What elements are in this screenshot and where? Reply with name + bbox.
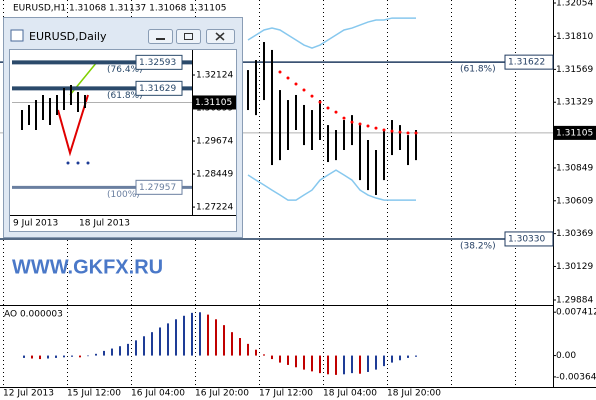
window-title: EURUSD,Daily — [29, 30, 107, 43]
y-tick-label: 1.30369 — [556, 229, 593, 239]
level-box — [135, 80, 183, 96]
level-label: (38.2%) — [460, 241, 496, 251]
inset-plot-area — [9, 49, 237, 232]
x-tick-label: 16 Jul 04:00 — [131, 389, 185, 399]
y-tick-label: 1.30609 — [556, 196, 593, 206]
x-tick-label: 12 Jul 2013 — [3, 389, 54, 399]
ma-dot — [302, 88, 306, 92]
level-box — [504, 54, 554, 70]
y-tick-label: 1.29884 — [556, 295, 593, 305]
marker-dot — [66, 161, 70, 165]
y-tick-label: 1.31810 — [556, 32, 593, 42]
marker-dot — [86, 161, 90, 165]
y-tick-label: 1.28449 — [196, 170, 233, 180]
x-tick-label: 18 Jul 2013 — [79, 219, 130, 229]
y-tick-label: 0.00 — [556, 351, 576, 361]
level-value: 1.32593 — [139, 58, 176, 68]
level-box — [504, 231, 554, 247]
current-price-box — [554, 125, 596, 140]
ma-dot — [366, 124, 370, 128]
watermark: WWW.GKFX.RU — [12, 256, 163, 278]
level-value: 1.30330 — [508, 234, 545, 244]
x-tick-label: 18 Jul 04:00 — [323, 389, 377, 399]
window-icon — [10, 29, 24, 42]
level-value: 1.27957 — [139, 183, 176, 193]
x-tick-label: 15 Jul 12:00 — [67, 389, 121, 399]
ma-dot — [414, 131, 418, 135]
current-price-box — [193, 95, 236, 110]
x-tick-label: 9 Jul 2013 — [13, 219, 58, 229]
ma-dot — [334, 110, 338, 114]
ma-dot — [318, 100, 322, 104]
ma-dot — [350, 120, 354, 124]
x-tick-label: 17 Jul 12:00 — [259, 389, 313, 399]
current-price-label: 1.31105 — [556, 128, 593, 138]
upper-band — [247, 17, 416, 49]
level-value: 1.31622 — [508, 58, 545, 68]
ma-dot — [286, 76, 290, 80]
ma-dot — [294, 82, 298, 86]
x-tick-label: 18 Jul 20:00 — [387, 389, 441, 399]
y-tick-label: 0.007412 — [556, 308, 596, 318]
maximize-button[interactable] — [176, 29, 201, 44]
ma-dot — [374, 126, 378, 130]
y-tick-label: 1.30849 — [556, 163, 593, 173]
indicator-title: AO 0.000003 — [4, 310, 63, 320]
current-price-label: 1.31105 — [195, 98, 232, 108]
ma-dot — [278, 70, 282, 74]
ma-dot — [310, 94, 314, 98]
x-tick-label: 16 Jul 20:00 — [195, 389, 249, 399]
y-tick-label: -0.003645 — [556, 372, 596, 382]
y-tick-label: 1.32124 — [196, 70, 233, 80]
close-glyph — [215, 32, 225, 41]
lower-band — [247, 169, 416, 201]
ma-dot — [326, 106, 330, 110]
y-tick-label: 1.31329 — [556, 98, 593, 108]
ma-dot — [358, 122, 362, 126]
daily-window: EURUSD,Daily 1.321241.308991.296741.2844… — [3, 17, 243, 238]
ma-dot — [382, 128, 386, 132]
zigzag — [57, 94, 89, 157]
level-label: (61.8%) — [107, 91, 143, 101]
level-label: (76.4%) — [107, 65, 143, 75]
y-tick-label: 1.27224 — [196, 203, 233, 213]
ma-dot — [390, 129, 394, 133]
ma-dot — [406, 131, 410, 135]
marker-dot — [76, 161, 80, 165]
level-value: 1.31629 — [139, 84, 176, 94]
ma-dot — [342, 116, 346, 120]
y-tick-label: 1.32054 — [556, 0, 593, 9]
ao-panel: AO 0.000003 0.007412 0.00 -0.003645 — [4, 308, 596, 383]
maximize-glyph — [184, 33, 193, 40]
level-box — [135, 54, 183, 70]
level-label: (100%) — [107, 190, 140, 200]
chart-title: EURUSD,H1 1.31068 1.31137 1.31068 1.3110… — [13, 4, 226, 14]
y-tick-label: 1.30129 — [556, 262, 593, 272]
y-tick-label: 1.29674 — [196, 137, 233, 147]
y-tick-label: 1.31569 — [556, 65, 593, 75]
ma-dot — [398, 130, 402, 134]
level-box — [135, 179, 183, 195]
level-label: (61.8%) — [460, 65, 496, 75]
minimize-button[interactable] — [148, 29, 173, 44]
